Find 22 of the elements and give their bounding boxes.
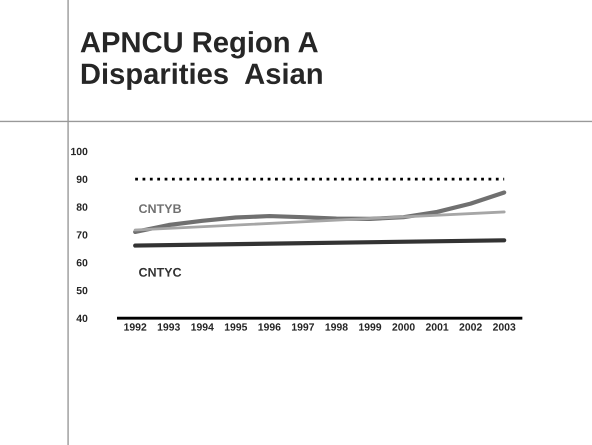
x-tick-label: 1995 xyxy=(224,323,248,331)
x-tick-label: 1999 xyxy=(359,323,382,331)
x-tick-label: 1996 xyxy=(258,323,281,331)
x-tick-label: 2003 xyxy=(492,323,516,331)
x-tick-label: 2000 xyxy=(392,323,415,331)
x-tick-label: 2002 xyxy=(459,323,482,331)
x-tick-label: 1993 xyxy=(158,323,180,331)
x-tick-label: 2001 xyxy=(426,323,448,331)
x-tick-label: 1997 xyxy=(292,323,314,331)
x-tick-label: 1998 xyxy=(326,323,348,331)
y-tick-label: 60 xyxy=(76,259,88,266)
y-tick-label: 100 xyxy=(71,148,88,156)
y-tick-label: 90 xyxy=(76,176,88,183)
x-tick-label: 1994 xyxy=(191,323,214,331)
series-label: CNTYC xyxy=(139,268,182,277)
chart-title: APNCU Region A Disparities Asian xyxy=(80,31,322,90)
y-tick-label: 40 xyxy=(76,314,88,322)
y-tick-label: 70 xyxy=(76,231,88,239)
series-label: CNTYB xyxy=(139,204,182,214)
y-tick-label: 50 xyxy=(76,286,88,294)
y-tick-label: 80 xyxy=(76,203,88,211)
x-tick-label: 1992 xyxy=(124,323,146,331)
